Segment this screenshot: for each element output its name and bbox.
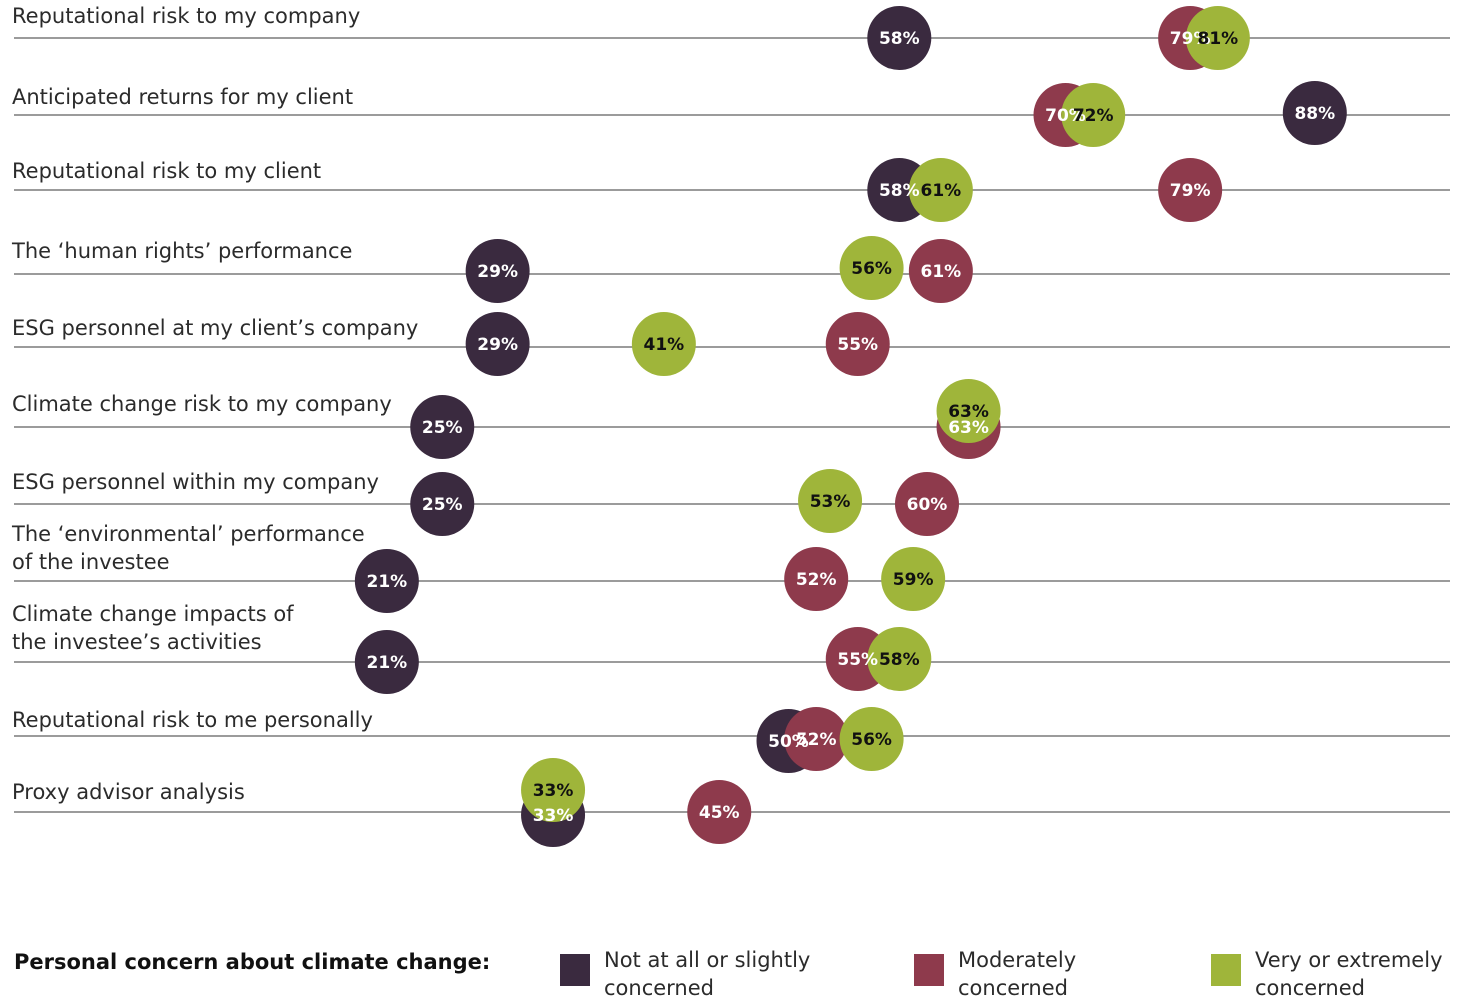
legend-title: Personal concern about climate change: xyxy=(14,950,491,974)
row-label: Reputational risk to my company xyxy=(12,4,360,28)
data-label: 21% xyxy=(366,572,407,592)
legend-label-very-concerned: Very or extremely concerned xyxy=(1255,948,1443,1000)
row-label: Climate change impacts of xyxy=(12,602,294,626)
data-label: 56% xyxy=(851,259,892,279)
data-point xyxy=(825,312,890,376)
data-point xyxy=(1185,6,1250,70)
data-label: 61% xyxy=(920,181,961,201)
data-label: 60% xyxy=(907,495,948,515)
data-point xyxy=(867,627,932,691)
legend-swatch-very-concerned xyxy=(1211,954,1241,986)
data-label: 52% xyxy=(796,730,837,750)
data-label: 53% xyxy=(810,492,851,512)
row-label: Reputational risk to me personally xyxy=(12,708,373,732)
row-label: ESG personnel at my client’s company xyxy=(12,316,418,340)
data-point xyxy=(839,236,904,300)
data-point xyxy=(1061,83,1126,147)
data-label: 58% xyxy=(879,181,920,201)
chart-row: Reputational risk to me personally 50%52%… xyxy=(12,707,1450,773)
data-label: 63% xyxy=(948,402,989,422)
data-point xyxy=(410,395,475,459)
data-label: 70% xyxy=(1045,106,1086,126)
chart-row: Climate change risk to my company 25% 63%6… xyxy=(12,379,1450,459)
data-label: 59% xyxy=(893,570,934,590)
row-label: The ‘environmental’ performance xyxy=(11,522,365,546)
data-label: 88% xyxy=(1294,104,1335,124)
data-point xyxy=(521,758,586,822)
data-point xyxy=(784,707,849,771)
data-point xyxy=(1158,158,1223,222)
data-point xyxy=(798,469,863,533)
chart-row: Climate change impacts of the investee’s … xyxy=(12,602,1450,694)
legend-label-not-concerned: Not at all or slightly concerned xyxy=(604,948,811,1000)
data-label: 55% xyxy=(837,650,878,670)
data-label: 58% xyxy=(879,29,920,49)
data-point xyxy=(687,780,752,844)
data-label: 58% xyxy=(879,650,920,670)
data-label: 81% xyxy=(1197,29,1238,49)
legend-label-moderately-concerned: Moderately concerned xyxy=(958,948,1077,1000)
data-label: 52% xyxy=(796,570,837,590)
data-label: 29% xyxy=(477,335,518,355)
chart-row: Reputational risk to my client 58% 79% 61% xyxy=(12,158,1450,222)
data-label: 61% xyxy=(920,262,961,282)
data-point xyxy=(410,472,475,536)
chart-row: The ‘environmental’ performance of the in… xyxy=(11,522,1450,613)
chart-row: ESG personnel within my company 25% 60% 53% xyxy=(12,469,1450,536)
data-label: 55% xyxy=(837,335,878,355)
data-point xyxy=(465,239,530,303)
data-point xyxy=(839,707,904,771)
row-label: Climate change risk to my company xyxy=(12,392,392,416)
data-point xyxy=(631,312,696,376)
data-label: 79% xyxy=(1170,29,1211,49)
data-label: 25% xyxy=(422,495,463,515)
data-point xyxy=(784,547,849,611)
data-point xyxy=(354,549,419,613)
data-label: 41% xyxy=(643,335,684,355)
row-label: Reputational risk to my client xyxy=(12,159,321,183)
data-label: 72% xyxy=(1073,106,1114,126)
row-label: Proxy advisor analysis xyxy=(12,780,245,804)
data-label: 56% xyxy=(851,730,892,750)
legend: Personal concern about climate change: N… xyxy=(0,940,1460,1008)
data-point xyxy=(936,379,1001,443)
data-point xyxy=(465,312,530,376)
data-point xyxy=(1282,81,1347,145)
row-label: The ‘human rights’ performance xyxy=(11,239,352,263)
data-label: 33% xyxy=(533,806,574,826)
data-point xyxy=(881,547,946,611)
legend-item-very-concerned: Very or extremely concerned xyxy=(1211,946,1460,1002)
legend-item-not-concerned: Not at all or slightly concerned xyxy=(560,946,824,1002)
data-label: 33% xyxy=(533,781,574,801)
data-label: 63% xyxy=(948,418,989,438)
data-point xyxy=(867,6,932,70)
data-label: 79% xyxy=(1170,181,1211,201)
legend-item-moderately-concerned: Moderately concerned xyxy=(914,946,1178,1002)
chart-row: The ‘human rights’ performance 29% 61% 56% xyxy=(11,236,1450,303)
data-point xyxy=(908,158,973,222)
row-label: Anticipated returns for my client xyxy=(12,85,353,109)
row-label: the investee’s activities xyxy=(12,630,262,654)
data-point xyxy=(354,630,419,694)
data-point xyxy=(895,472,959,536)
legend-swatch-moderately-concerned xyxy=(914,954,944,986)
data-label: 25% xyxy=(422,418,463,438)
data-point xyxy=(908,239,973,303)
chart-row: Anticipated returns for my client 88% 70%7… xyxy=(12,81,1450,147)
data-label: 29% xyxy=(477,262,518,282)
row-label: ESG personnel within my company xyxy=(12,470,379,494)
row-label: of the investee xyxy=(12,550,170,574)
chart-row: ESG personnel at my client’s company 29% 5… xyxy=(12,312,1450,376)
chart-row: Proxy advisor analysis 33% 45% 33% xyxy=(12,758,1450,847)
chart-row: Reputational risk to my company 58% 79%81% xyxy=(12,4,1450,70)
data-label: 50% xyxy=(768,732,809,752)
data-label: 21% xyxy=(366,653,407,673)
data-label: 45% xyxy=(699,803,740,823)
legend-swatch-not-concerned xyxy=(560,954,590,986)
